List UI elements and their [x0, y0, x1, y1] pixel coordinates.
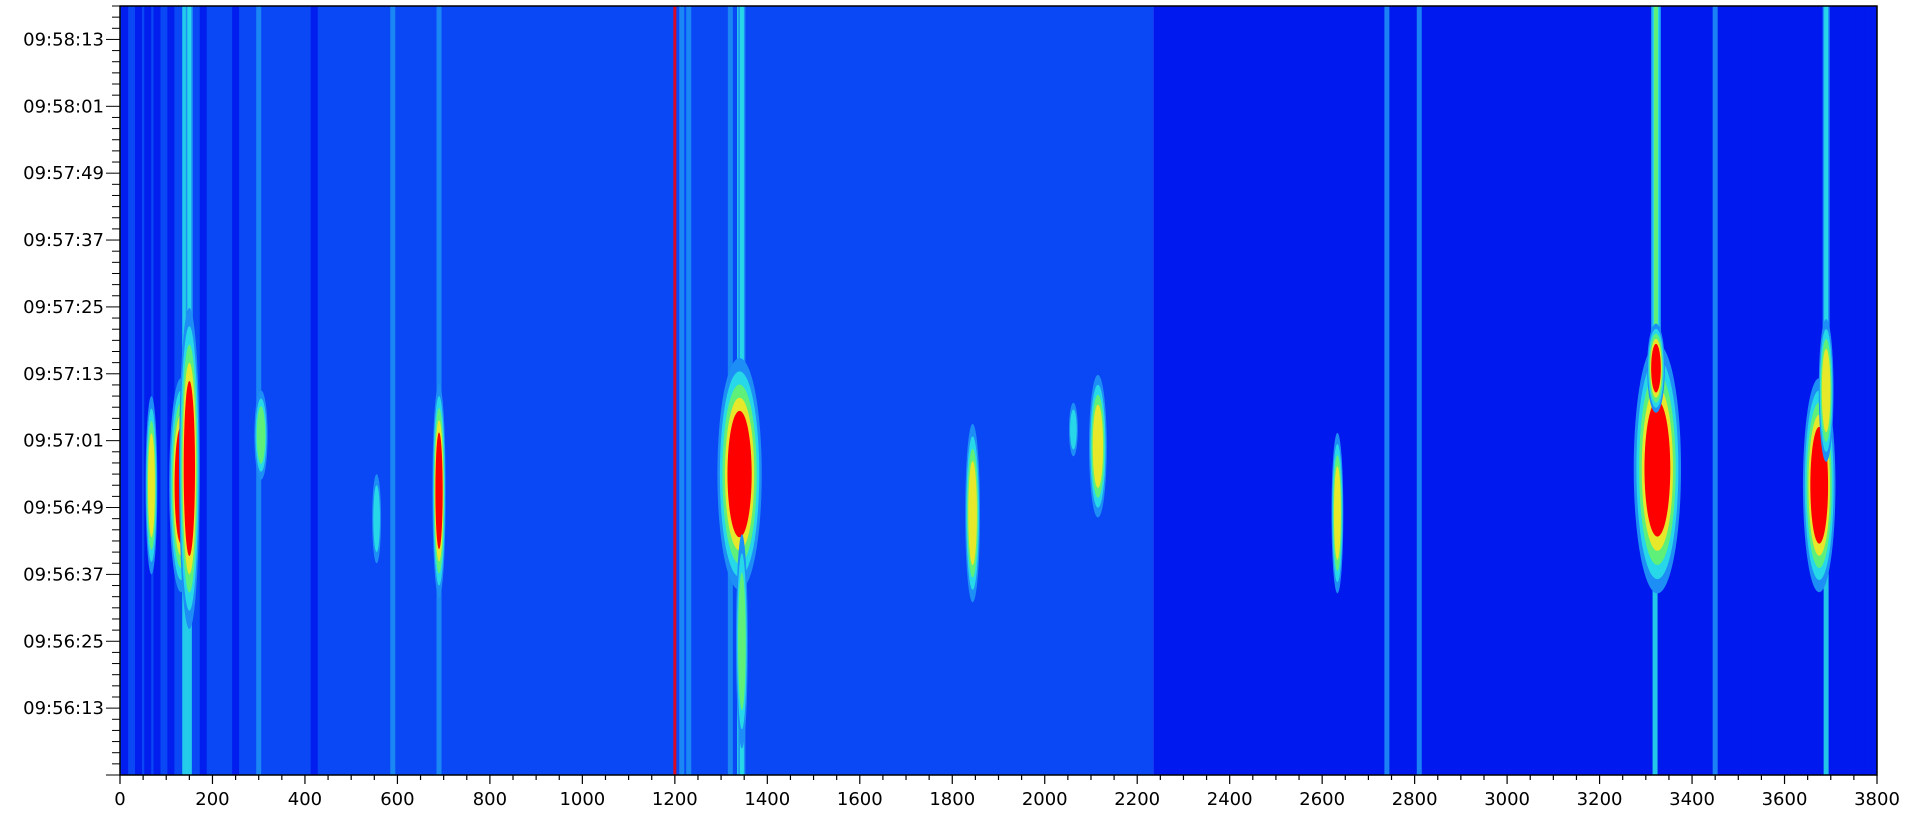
peak-5 [432, 383, 446, 598]
peak-6 [717, 358, 762, 590]
vertical-streak-14 [679, 6, 685, 775]
x-tick-label: 2600 [1299, 789, 1345, 810]
x-tick-label: 800 [473, 789, 507, 810]
peak-8 [965, 423, 981, 603]
vertical-streak-4 [167, 6, 175, 775]
y-tick-label: 09:56:25 [23, 631, 104, 652]
peak-12 [1633, 343, 1682, 594]
x-tick-label: 3600 [1762, 789, 1808, 810]
vertical-streak-0 [121, 6, 129, 775]
x-tick-label: 1800 [929, 789, 975, 810]
plume-3 [1822, 6, 1830, 558]
vertical-streak-18 [1384, 6, 1390, 775]
vertical-streak-2 [144, 6, 152, 775]
vertical-streak-9 [256, 6, 262, 775]
x-tick-label: 1400 [744, 789, 790, 810]
x-tick-label: 2400 [1207, 789, 1253, 810]
peak-3 [254, 390, 268, 480]
x-tick-label: 400 [288, 789, 322, 810]
x-tick-label: 3400 [1669, 789, 1715, 810]
peak-2 [178, 308, 200, 630]
vertical-streak-13 [673, 6, 677, 775]
background-region-0 [120, 6, 1154, 775]
x-tick-label: 2000 [1022, 789, 1068, 810]
y-tick-label: 09:57:25 [23, 297, 104, 318]
vertical-streak-1 [134, 6, 142, 775]
peak-13 [1647, 323, 1665, 413]
y-tick-label: 09:57:37 [23, 230, 104, 251]
vertical-streak-26 [1855, 6, 1863, 775]
vertical-streak-10 [310, 6, 318, 775]
y-tick-label: 09:56:49 [23, 498, 104, 519]
vertical-streak-24 [1794, 6, 1802, 775]
x-tick-label: 1600 [837, 789, 883, 810]
y-tick-label: 09:57:01 [23, 431, 104, 452]
x-tick-label: 2200 [1114, 789, 1160, 810]
x-axis: 0 200 400 600 800 1000 1200 1400 1600 1800 2000 220… [114, 775, 1900, 810]
x-tick-label: 2800 [1392, 789, 1438, 810]
x-tick-label: 1200 [652, 789, 698, 810]
x-tick-label: 600 [380, 789, 414, 810]
y-tick-label: 09:57:49 [23, 163, 104, 184]
x-tick-label: 3000 [1484, 789, 1530, 810]
x-tick-label: 3800 [1854, 789, 1900, 810]
heatmap-plot-area [120, 6, 1877, 775]
background-region-1 [1153, 6, 1877, 775]
y-tick-label: 09:56:13 [23, 698, 104, 719]
vertical-streak-27 [1864, 6, 1872, 775]
peak-7 [735, 534, 748, 749]
vertical-streak-22 [1744, 6, 1752, 775]
vertical-streak-19 [1416, 6, 1422, 775]
peak-15 [1818, 319, 1834, 462]
vertical-streak-8 [232, 6, 240, 775]
peak-10 [1068, 402, 1078, 457]
vertical-streak-15 [686, 6, 692, 775]
peak-4 [372, 474, 382, 564]
vertical-streak-7 [199, 6, 207, 775]
vertical-streak-11 [390, 6, 396, 775]
x-tick-label: 200 [195, 789, 229, 810]
x-tick-label: 1000 [559, 789, 605, 810]
peak-11 [1331, 432, 1344, 594]
y-axis: 09:56:13 09:56:25 09:56:37 09:56:49 09:57:01… [23, 5, 120, 776]
y-tick-label: 09:57:13 [23, 364, 104, 385]
vertical-streak-3 [153, 6, 161, 775]
y-tick-label: 09:58:13 [23, 29, 104, 50]
peak-0 [145, 396, 158, 575]
plume-0 [185, 6, 193, 558]
x-tick-label: 3200 [1577, 789, 1623, 810]
y-tick-label: 09:58:01 [23, 96, 104, 117]
vertical-streak-21 [1712, 6, 1718, 775]
x-tick-label: 0 [114, 789, 125, 810]
peak-9 [1089, 374, 1107, 518]
vertical-streak-23 [1762, 6, 1770, 775]
plume-2 [1650, 6, 1661, 447]
y-tick-label: 09:56:37 [23, 564, 104, 585]
